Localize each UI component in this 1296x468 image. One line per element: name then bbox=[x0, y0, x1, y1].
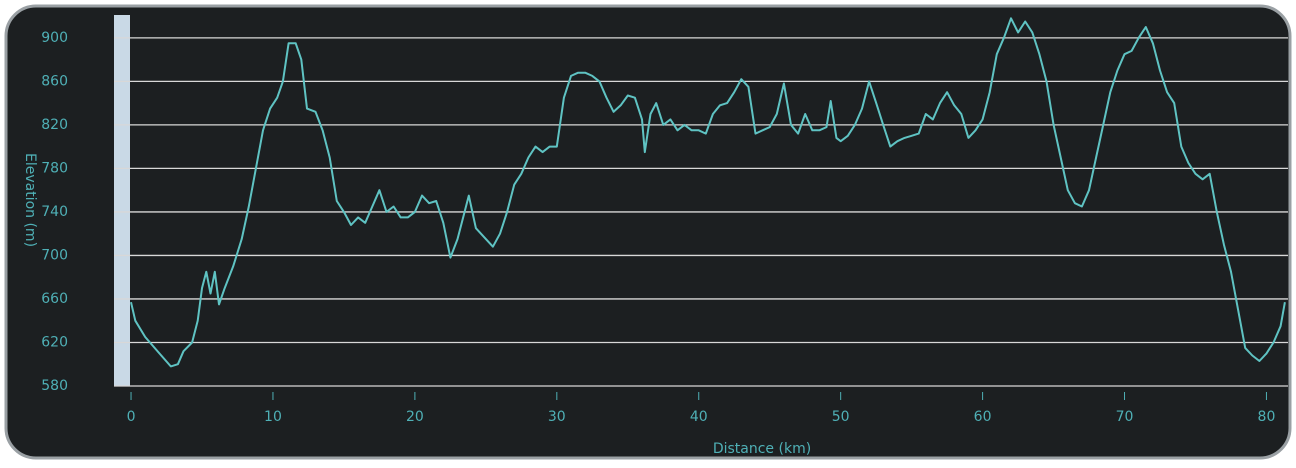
y-tick-label: 620 bbox=[41, 334, 68, 350]
y-tick-label: 780 bbox=[41, 160, 68, 176]
x-tick-label: 30 bbox=[548, 409, 566, 425]
x-axis-label: Distance (km) bbox=[713, 441, 811, 457]
y-tick-label: 820 bbox=[41, 117, 68, 133]
x-tick-label: 40 bbox=[690, 409, 708, 425]
elevation-line bbox=[130, 17, 1286, 368]
x-tick-label: 0 bbox=[127, 409, 136, 425]
x-tick-label: 20 bbox=[406, 409, 424, 425]
x-tick-label: 60 bbox=[974, 409, 992, 425]
x-tick-label: 50 bbox=[832, 409, 850, 425]
frame bbox=[4, 4, 1292, 460]
y-tick-label: 660 bbox=[41, 291, 68, 307]
y-tick-label: 740 bbox=[41, 204, 68, 220]
axis-strip bbox=[114, 15, 130, 386]
y-tick-label: 860 bbox=[41, 73, 68, 89]
x-tick-label: 70 bbox=[1116, 409, 1134, 425]
y-tick-label: 700 bbox=[41, 247, 68, 263]
x-tick-label: 10 bbox=[264, 409, 282, 425]
y-tick-label: 900 bbox=[41, 30, 68, 46]
x-tick-label: 80 bbox=[1258, 409, 1276, 425]
y-axis-label: Elevation (m) bbox=[22, 153, 38, 247]
y-tick-label: 580 bbox=[41, 378, 68, 394]
